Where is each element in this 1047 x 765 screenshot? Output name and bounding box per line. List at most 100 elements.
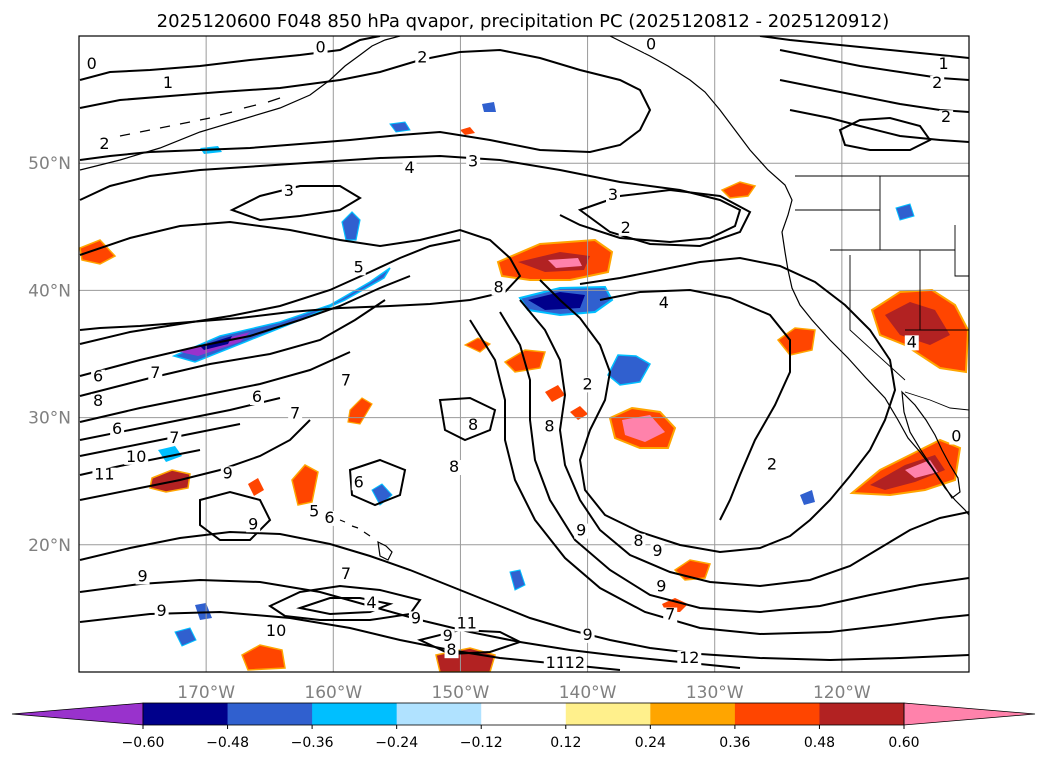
- contour-label: 7: [341, 564, 351, 583]
- contour-label-bg: [281, 184, 296, 199]
- map-frame: [78, 35, 970, 673]
- colorbar-bin: [227, 703, 313, 725]
- contour-label-bg: [466, 418, 481, 434]
- colorbar-bin: [396, 703, 482, 725]
- contour-line: [79, 154, 742, 244]
- lon-tick-label: 130°W: [686, 683, 744, 703]
- contour-label: 9: [248, 514, 258, 533]
- shade-negative-west1: [341, 211, 361, 241]
- contour-label: 12: [679, 648, 699, 667]
- contour-label-bg: [939, 110, 954, 126]
- colorbar-tick-label: 0.12: [550, 735, 581, 751]
- contour-label-bg: [91, 369, 106, 385]
- colorbar-tick-label: −0.24: [375, 735, 418, 751]
- contour-label: 9: [223, 463, 233, 482]
- contour-line: [267, 584, 422, 621]
- contour-label: 4: [366, 593, 376, 612]
- contour-label: 8: [449, 457, 459, 476]
- colorbar-bin: [481, 703, 567, 725]
- contour-line: [438, 396, 497, 442]
- shade-positive-south2: [241, 644, 286, 671]
- shade-negative-west3: [371, 483, 393, 506]
- shade-negative-sw1: [509, 569, 526, 591]
- contour-label: 7: [169, 428, 179, 447]
- contour-label: 7: [341, 371, 351, 390]
- contour-label-bg: [930, 75, 945, 91]
- contour-label: 9: [443, 626, 453, 645]
- contour-label: 8: [93, 391, 103, 410]
- contour-label-bg: [161, 75, 175, 91]
- contour-line: [759, 36, 969, 59]
- contour-label: 9: [137, 566, 147, 585]
- contour-label-bg: [154, 603, 169, 619]
- contour-label-bg: [135, 569, 150, 585]
- coastline-alaska: [79, 36, 401, 171]
- contour-line: [499, 311, 969, 614]
- contour-label: 4: [907, 332, 917, 351]
- contour-label-bg: [339, 566, 353, 582]
- colorbar-tick-label: −0.60: [122, 735, 165, 751]
- colorbar-extend-over: [903, 702, 1036, 726]
- contour-label: 11: [94, 465, 114, 484]
- contour-line: [599, 288, 791, 521]
- shade-positive-peak: [548, 258, 582, 268]
- contour-line: [229, 185, 362, 222]
- contour-label-bg: [447, 460, 462, 476]
- contour-label: 2: [941, 107, 951, 126]
- colorbar-tick-label: 0.60: [888, 735, 919, 751]
- contour-label: 9: [411, 608, 421, 627]
- contour-label: 10: [126, 447, 146, 466]
- contour-label-bg: [364, 596, 379, 612]
- shade-positive-center6: [570, 406, 588, 420]
- contour-label-bg: [307, 504, 322, 520]
- contour-label-bg: [764, 457, 779, 473]
- lon-tick-label: 160°W: [304, 683, 362, 703]
- colorbar-tick-label: −0.36: [291, 735, 334, 751]
- shade-positive-center4: [545, 385, 565, 402]
- contour-line: [79, 275, 411, 377]
- contour-line: [79, 530, 969, 662]
- colorbar-extend-under: [11, 702, 144, 726]
- contour-label-bg: [124, 449, 149, 465]
- contour-label: 0: [646, 35, 656, 54]
- contour-label: 7: [150, 363, 160, 382]
- contour-label-bg: [663, 607, 678, 623]
- contour-label-bg: [644, 37, 659, 53]
- contour-line: [79, 423, 241, 457]
- contour-label-bg: [466, 154, 481, 170]
- contour-label-bg: [440, 629, 455, 645]
- contour-label-bg: [167, 430, 182, 446]
- lat-tick-label: 30°N: [28, 409, 71, 429]
- colorbar-tick-label: 0.36: [719, 735, 750, 751]
- contour-line: [469, 319, 969, 636]
- contour-label-bg: [91, 393, 106, 409]
- shade-positive-mid-core: [622, 415, 665, 442]
- shade-negative-ne1: [895, 203, 915, 221]
- contour-label-bg: [904, 335, 919, 351]
- contour-label-bg: [677, 650, 702, 666]
- contour-label-bg: [339, 373, 353, 389]
- coastline-baja: [901, 390, 961, 499]
- shade-positive-center8: [460, 127, 475, 135]
- chart-title: 2025120600 F048 850 hPa qvapor, precipit…: [157, 11, 890, 32]
- colorbar-bin: [734, 703, 820, 725]
- shade-positive-ne: [720, 181, 757, 199]
- contour-label: 8: [544, 416, 554, 435]
- contour-line: [79, 610, 621, 671]
- contour-label: 6: [252, 387, 262, 406]
- contour-line: [789, 109, 969, 143]
- colorbar-bin: [565, 703, 651, 725]
- contour-label-bg: [631, 533, 646, 549]
- latitude-tick-labels: 50°N 40°N 30°N 20°N: [28, 154, 71, 556]
- contour-label: 6: [112, 419, 122, 438]
- contour-line: [79, 419, 311, 501]
- shade-negative-west4: [174, 627, 197, 647]
- colorbar: −0.60 −0.48 −0.36 −0.24 −0.12 0.12 0.24 0.36 0.4…: [11, 702, 1036, 751]
- contour-label: 8: [468, 415, 478, 434]
- shade-negative-west5: [389, 121, 411, 133]
- contour-label-bg: [936, 56, 951, 72]
- lat-tick-label: 20°N: [28, 536, 71, 556]
